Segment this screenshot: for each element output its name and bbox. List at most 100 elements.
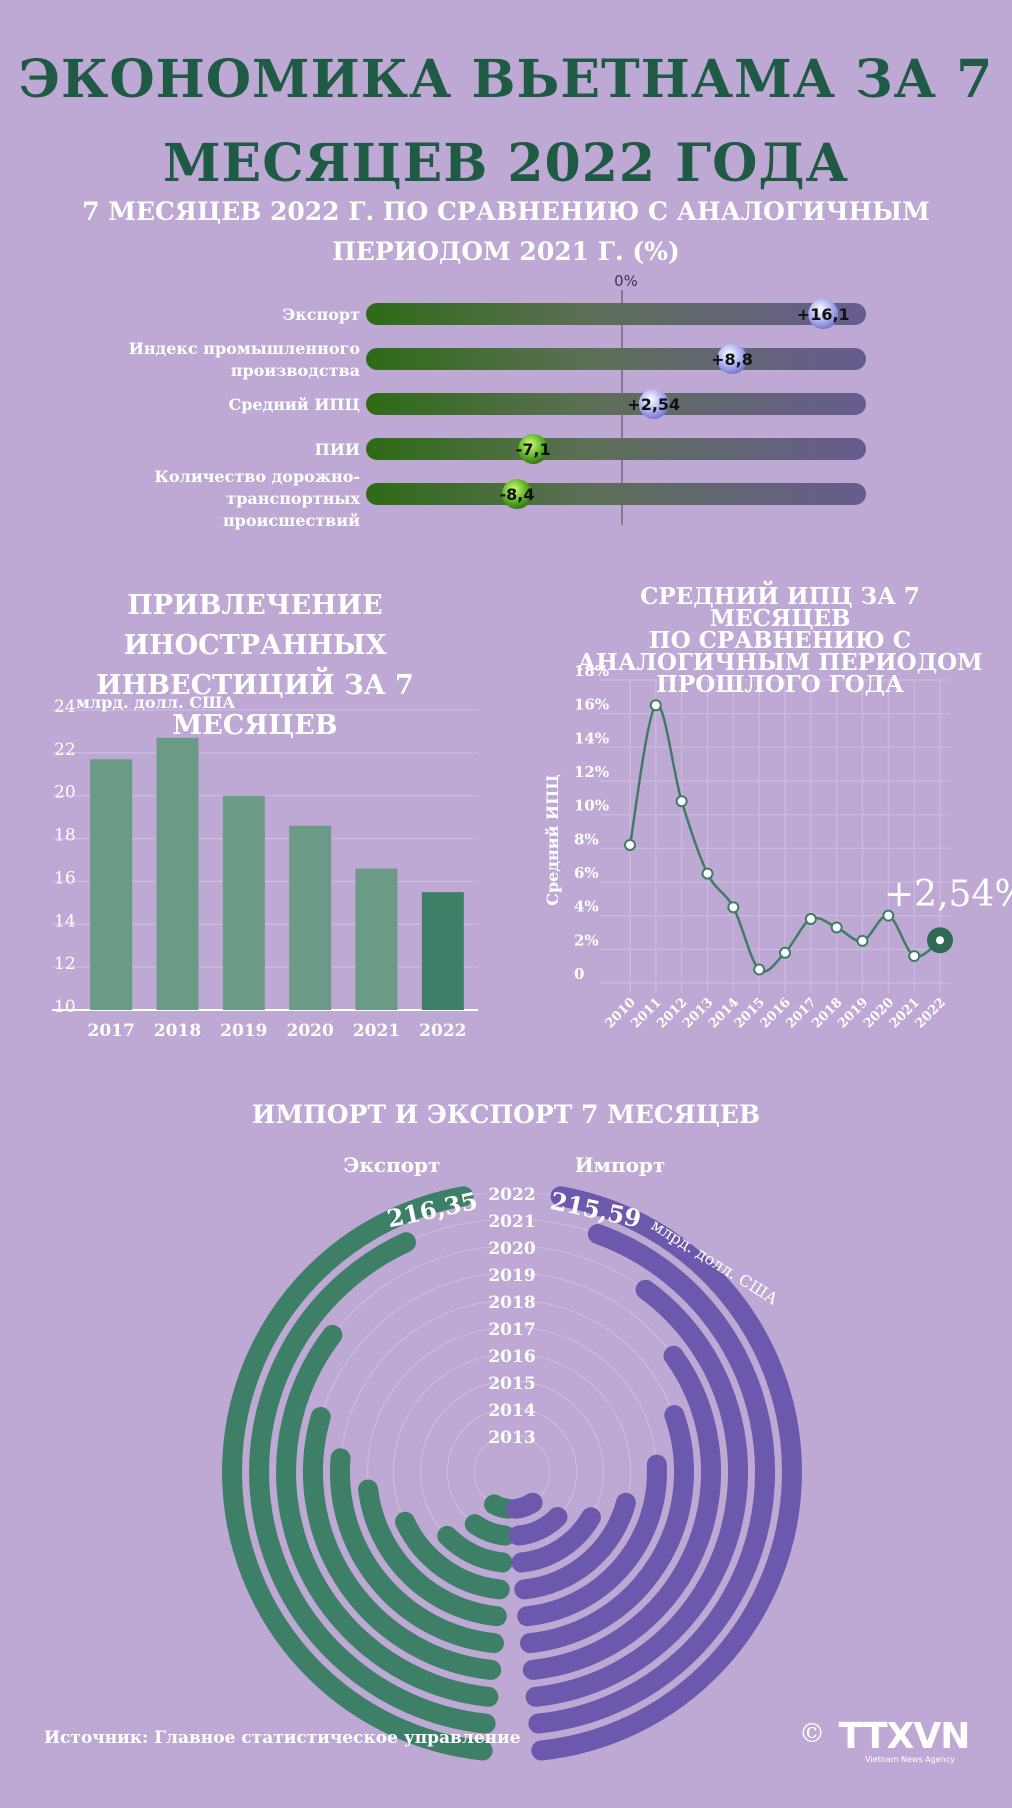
trade-year-label: 2019 (488, 1266, 535, 1286)
comparison-label: ПИИ (315, 440, 360, 459)
trade-year-label: 2018 (488, 1293, 535, 1313)
comparison-value-label: -7,1 (516, 440, 551, 459)
cpi-title-line-4: ПРОШЛОГО ГОДА (656, 671, 904, 698)
export-arc (464, 1514, 516, 1546)
cpi-point (753, 963, 766, 976)
comparison-title: 7 МЕСЯЦЕВ 2022 Г. ПО СРАВНЕНИЮ С АНАЛОГИ… (0, 192, 1012, 272)
comparison-value-label: -8,4 (500, 485, 535, 504)
cpi-ytick-label: 14% (574, 729, 609, 747)
comparison-value-label: +16,1 (797, 305, 850, 324)
export-arc (302, 1407, 502, 1680)
comparison-label: Индекс промышленного (129, 339, 361, 358)
zero-axis-label: 0% (614, 272, 638, 290)
comparison-title-line-2: ПЕРИОДОМ 2021 Г. (%) (332, 237, 680, 266)
fdi-xtick-label: 2022 (419, 1021, 466, 1041)
export-arc (222, 1186, 493, 1761)
comparison-label: Количество дорожно- (154, 467, 360, 486)
comparison-value-marker (502, 479, 532, 509)
comparison-value-marker (518, 434, 549, 464)
fdi-ytick-label: 10 (54, 997, 76, 1017)
comparison-bar-track (366, 438, 866, 460)
fdi-ytick-label: 22 (54, 740, 76, 760)
main-title: ЭКОНОМИКА ВЬЕТНАМА ЗА 7 МЕСЯЦЕВ 2022 ГОД… (0, 38, 1012, 206)
cpi-ytick-label: 0 (574, 965, 584, 983)
fdi-title-line-1: ПРИВЛЕЧЕНИЕ ИНОСТРАННЫХ (123, 590, 387, 661)
trade-year-label: 2017 (488, 1320, 535, 1340)
source-note: Источник: Главное статистическое управле… (44, 1728, 521, 1748)
export-arc (329, 1448, 504, 1654)
comparison-bar-track (366, 303, 866, 325)
comparison-value-marker (808, 299, 839, 329)
cpi-ytick-label: 4% (574, 898, 599, 916)
cpi-title-line-3: АНАЛОГИЧНЫМ ПЕРИОДОМ (577, 649, 983, 676)
fdi-bar (222, 795, 265, 1010)
comparison-label: Средний ИПЦ (229, 395, 360, 414)
fdi-ytick-label: 14 (54, 911, 76, 931)
fdi-bar (90, 759, 133, 1010)
import-arc (505, 1492, 543, 1519)
cpi-point (649, 699, 662, 712)
trade-year-label: 2015 (488, 1374, 535, 1394)
trade-radial-chart: 2022 2021 2020 2019 2018 2017 2016 2015 2014 2013… (222, 1153, 802, 1761)
comparison-bar-track (366, 483, 866, 505)
cpi-ytick-label: 16% (574, 696, 609, 714)
comparison-value-marker (717, 344, 747, 374)
cpi-point (830, 921, 843, 934)
import-arc (520, 1405, 694, 1654)
comparison-label: Экспорт (282, 305, 360, 324)
fdi-ytick-label: 16 (54, 868, 76, 888)
main-title-line-1: ЭКОНОМИКА ВЬЕТНАМА ЗА 7 (18, 49, 994, 110)
cpi-ytick-label: 18% (574, 662, 609, 680)
cpi-point (779, 946, 791, 959)
import-arc (508, 1507, 568, 1546)
trade-year-label: 2014 (488, 1401, 535, 1421)
fdi-bar (156, 737, 199, 1010)
comparison-value-label: +8,8 (711, 350, 753, 369)
import-arc (531, 1186, 802, 1761)
export-arc (358, 1479, 507, 1627)
comparison-value-marker (638, 389, 669, 419)
fdi-bar (421, 892, 464, 1010)
copyright-icon: © (799, 1719, 825, 1749)
export-arc (249, 1232, 496, 1734)
cpi-highlight-label: +2,54% (884, 874, 1012, 915)
export-arc (437, 1525, 513, 1573)
fdi-xtick-label: 2020 (287, 1021, 334, 1041)
cpi-ytick-label: 8% (574, 830, 599, 848)
export-arc (276, 1324, 499, 1707)
cpi-title-line-1: СРЕДНИЙ ИПЦ ЗА 7 МЕСЯЦЕВ (640, 583, 920, 632)
logo-text: TTXVN (839, 1716, 970, 1757)
fdi-bar (289, 825, 332, 1010)
cpi-point (908, 950, 921, 963)
comparison-label: производства (231, 361, 360, 380)
comparison-title-line-1: 7 МЕСЯЦЕВ 2022 Г. ПО СРАВНЕНИЮ С АНАЛОГИ… (82, 197, 930, 226)
cpi-point (934, 934, 946, 947)
export-value-label: 216,35 (384, 1186, 480, 1233)
comparison-label: происшествий (223, 511, 360, 530)
cpi-ylabel: Средний ИПЦ (543, 774, 562, 905)
fdi-xtick-label: 2018 (154, 1021, 201, 1041)
trade-year-label: 2021 (488, 1212, 535, 1232)
cpi-title-line-2: ПО СРАВНЕНИЮ С (648, 627, 912, 654)
cpi-point (882, 909, 895, 922)
fdi-xtick-label: 2019 (220, 1021, 267, 1041)
import-arc (511, 1507, 601, 1573)
cpi-point (804, 913, 817, 926)
fdi-title: ПРИВЛЕЧЕНИЕ ИНОСТРАННЫХ ИНВЕСТИЦИЙ ЗА 7 … (20, 586, 490, 746)
cpi-ytick-label: 12% (574, 763, 609, 781)
import-arc (528, 1224, 775, 1734)
comparison-bar-track (366, 348, 866, 370)
fdi-xtick-label: 2017 (88, 1021, 135, 1041)
ttxvn-logo: © TTXVN Vietnam News Agency (799, 1716, 970, 1764)
cpi-ytick-label: 10% (574, 797, 609, 815)
export-label: Экспорт (344, 1153, 441, 1177)
main-title-line-2: МЕСЯЦЕВ 2022 ГОДА (163, 133, 849, 194)
import-label: Импорт (575, 1153, 666, 1177)
export-arc (395, 1511, 510, 1600)
cpi-point (624, 838, 636, 851)
comparison-bar-track (366, 393, 866, 415)
cpi-point (675, 795, 688, 808)
